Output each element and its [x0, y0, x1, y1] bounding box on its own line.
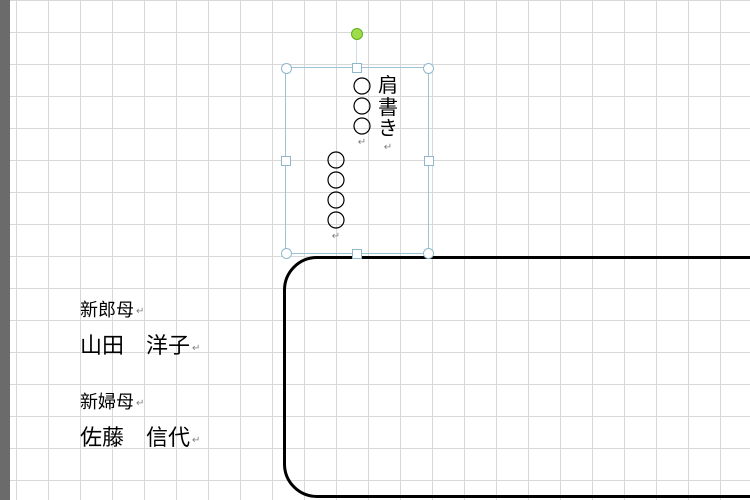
name-text: 山田 洋子 — [80, 333, 190, 358]
name-label: 佐藤 信代↵ — [80, 420, 200, 452]
ruler-left-edge — [0, 0, 10, 500]
circle-icon — [326, 170, 346, 190]
label-block-bride-mother[interactable]: 新婦母↵ 佐藤 信代↵ — [80, 388, 200, 452]
role-text: 新郎母 — [80, 300, 134, 320]
circle-icon — [326, 210, 346, 230]
resize-handle-sw[interactable] — [281, 248, 292, 259]
paragraph-mark-icon: ↵ — [192, 435, 200, 446]
paragraph-mark-icon: ↵ — [384, 143, 392, 153]
resize-handle-ne[interactable] — [423, 63, 434, 74]
resize-handle-w[interactable] — [281, 156, 291, 166]
char: 肩 — [378, 76, 398, 98]
circle-icon — [352, 96, 372, 116]
char: 書 — [378, 98, 398, 120]
circle-icon — [352, 76, 372, 96]
resize-handle-nw[interactable] — [281, 63, 292, 74]
resize-handle-s[interactable] — [352, 249, 362, 259]
rotation-handle[interactable] — [351, 28, 363, 40]
paragraph-mark-icon: ↵ — [358, 138, 366, 148]
resize-handle-se[interactable] — [423, 248, 434, 259]
name-label: 山田 洋子↵ — [80, 328, 200, 360]
viewport: 肩 書 き ↵ ↵ ↵ 新郎母 — [0, 0, 750, 500]
textbox-col-3[interactable]: ↵ — [326, 150, 346, 242]
document-canvas[interactable]: 肩 書 き ↵ ↵ ↵ 新郎母 — [10, 0, 750, 500]
paragraph-mark-icon: ↵ — [136, 306, 144, 317]
name-text: 佐藤 信代 — [80, 425, 190, 450]
textbox-col-1[interactable]: 肩 書 き ↵ — [378, 76, 398, 153]
paragraph-mark-icon: ↵ — [192, 343, 200, 354]
resize-handle-e[interactable] — [424, 156, 434, 166]
resize-handle-n[interactable] — [352, 63, 362, 73]
selected-textbox[interactable]: 肩 書 き ↵ ↵ ↵ — [285, 67, 429, 254]
char: き — [378, 119, 398, 141]
label-block-groom-mother[interactable]: 新郎母↵ 山田 洋子↵ — [80, 296, 200, 360]
role-label: 新婦母↵ — [80, 388, 200, 414]
role-text: 新婦母 — [80, 392, 134, 412]
circle-icon — [326, 190, 346, 210]
paragraph-mark-icon: ↵ — [332, 232, 340, 242]
textbox-col-2[interactable]: ↵ — [352, 76, 372, 148]
paragraph-mark-icon: ↵ — [136, 398, 144, 409]
rounded-rect-shape[interactable] — [283, 256, 750, 498]
circle-icon — [352, 116, 372, 136]
role-label: 新郎母↵ — [80, 296, 200, 322]
circle-icon — [326, 150, 346, 170]
